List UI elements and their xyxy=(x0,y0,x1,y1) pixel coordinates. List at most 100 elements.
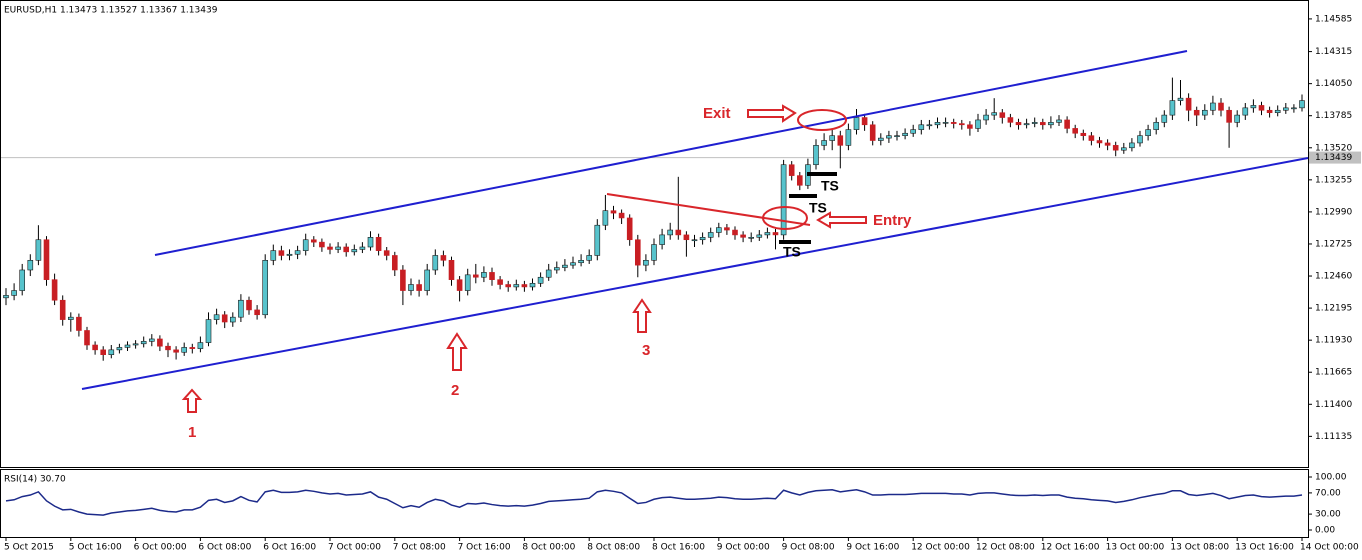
x-tick-label: 13 Oct 16:00 xyxy=(1235,543,1294,553)
bull-body xyxy=(578,260,584,264)
bear-body xyxy=(505,284,512,288)
bear-body xyxy=(683,234,690,241)
bear-body xyxy=(278,250,285,256)
bull-body xyxy=(991,112,998,116)
bear-body xyxy=(497,279,503,285)
bear-body xyxy=(1112,145,1119,151)
chart-header: EURUSD,H1 1.13473 1.13527 1.13367 1.1343… xyxy=(4,6,218,16)
bull-body xyxy=(149,338,155,342)
bull-body xyxy=(764,232,771,236)
y-tick-label: 1.14050 xyxy=(1315,79,1352,89)
bear-body xyxy=(740,234,746,238)
bear-body xyxy=(1064,119,1070,129)
bear-body xyxy=(391,255,398,271)
rsi-label: RSI(14) 30.70 xyxy=(4,475,66,485)
bull-body xyxy=(408,284,414,291)
bear-body xyxy=(837,135,844,146)
y-tick-label: 1.13255 xyxy=(1315,175,1352,185)
y-tick-label: 1.11400 xyxy=(1315,400,1352,410)
bull-body xyxy=(1145,129,1151,136)
bull-body xyxy=(424,269,431,291)
bear-body xyxy=(448,260,455,280)
bear-body xyxy=(440,255,447,261)
bull-body xyxy=(1129,142,1135,149)
y-tick-label: 1.13785 xyxy=(1315,111,1352,121)
bull-body xyxy=(1234,114,1240,123)
x-tick-label: 8 Oct 00:00 xyxy=(522,543,575,553)
bull-body xyxy=(1283,107,1289,111)
bull-body xyxy=(529,282,536,288)
bear-body xyxy=(165,345,171,351)
bear-body xyxy=(1015,122,1022,126)
bear-body xyxy=(310,239,317,243)
bull-body xyxy=(894,135,900,137)
bear-body xyxy=(100,349,106,355)
bull-body xyxy=(367,237,374,248)
bull-body xyxy=(545,269,552,278)
bull-body xyxy=(27,260,34,271)
x-tick-label: 12 Oct 00:00 xyxy=(911,543,970,553)
bear-body xyxy=(375,237,382,251)
bull-body xyxy=(270,250,277,261)
y-tick-label: 1.12725 xyxy=(1315,239,1352,249)
bull-body xyxy=(294,250,301,255)
price-panel xyxy=(0,0,1309,468)
bear-body xyxy=(254,309,260,316)
bull-body xyxy=(553,267,560,271)
upper-channel xyxy=(154,50,1188,256)
bear-body xyxy=(958,123,965,126)
bear-body xyxy=(157,338,163,347)
bull-body xyxy=(918,124,925,130)
bear-body xyxy=(246,299,252,311)
bull-body xyxy=(699,237,706,241)
bear-body xyxy=(59,299,66,320)
bull-body xyxy=(983,114,989,121)
bull-body xyxy=(643,260,649,266)
bull-body xyxy=(481,272,487,278)
bull-body xyxy=(1177,97,1184,101)
bull-body xyxy=(651,244,657,261)
bear-body xyxy=(634,239,641,266)
x-tick-label: 5 Oct 16:00 xyxy=(69,543,122,553)
bear-body xyxy=(1072,128,1078,134)
bull-body xyxy=(124,344,131,348)
y-tick-label: 1.14315 xyxy=(1315,47,1352,57)
bull-body xyxy=(715,227,722,233)
point-label: 2 xyxy=(451,382,459,399)
triangle-line xyxy=(606,193,811,226)
point-label: 3 xyxy=(642,342,650,359)
bear-body xyxy=(1218,102,1224,111)
up-arrow xyxy=(181,388,203,413)
bull-body xyxy=(1250,105,1257,109)
x-tick-label: 12 Oct 16:00 xyxy=(1041,543,1100,553)
x-tick-label: 14 Oct 00:00 xyxy=(1300,543,1359,553)
bear-body xyxy=(1104,142,1111,146)
bear-body xyxy=(383,250,390,256)
rsi-tick-label: 0.00 xyxy=(1315,526,1335,536)
bull-body xyxy=(942,122,949,124)
exit-label: Exit xyxy=(703,105,731,122)
exit-arrow xyxy=(747,104,797,123)
bull-body xyxy=(570,262,576,266)
bull-body xyxy=(432,255,439,271)
bear-body xyxy=(327,246,333,250)
bear-body xyxy=(626,217,633,241)
y-tick-label: 1.13520 xyxy=(1315,143,1352,153)
bull-body xyxy=(108,349,115,355)
bull-body xyxy=(1161,114,1168,123)
bear-body xyxy=(456,279,463,291)
bull-body xyxy=(35,239,42,261)
bull-body xyxy=(262,260,269,316)
bull-body xyxy=(780,164,787,236)
x-tick-label: 6 Oct 00:00 xyxy=(134,543,187,553)
bull-body xyxy=(1169,100,1176,116)
bear-body xyxy=(221,314,228,323)
bull-body xyxy=(116,347,123,351)
bull-body xyxy=(659,234,665,245)
entry-arrow xyxy=(816,211,867,229)
bull-body xyxy=(853,117,860,130)
bull-body xyxy=(1137,135,1143,144)
bear-body xyxy=(967,124,973,129)
bear-body xyxy=(1007,117,1014,123)
